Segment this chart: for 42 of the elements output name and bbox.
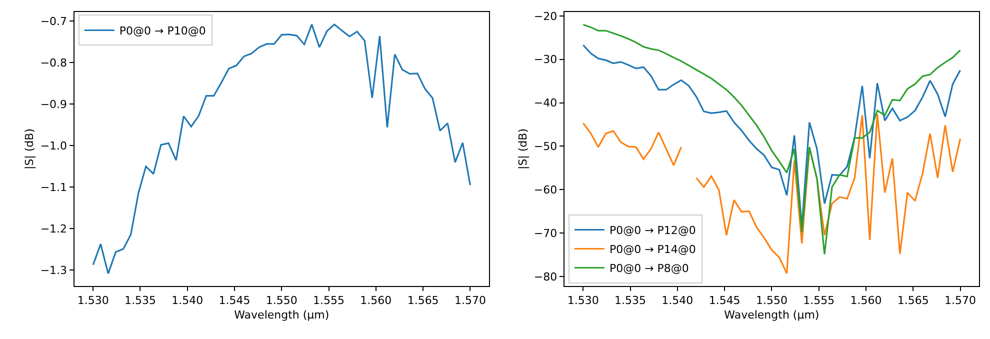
- x-tick-label: 1.555: [803, 294, 835, 308]
- y-tick-label: −0.9: [40, 98, 68, 112]
- x-tick-label: 1.540: [662, 294, 694, 308]
- y-tick-label: −1.1: [40, 181, 68, 194]
- x-tick-label: 1.535: [124, 294, 156, 308]
- y-tick-label: −50: [534, 140, 558, 154]
- y-tick-label: −40: [534, 96, 558, 110]
- x-tick-label: 1.570: [944, 294, 976, 308]
- y-tick-label: −20: [534, 10, 558, 23]
- x-tick-label: 1.545: [708, 294, 740, 308]
- y-tick-label: −0.8: [40, 56, 68, 70]
- x-tick-label: 1.530: [567, 294, 599, 308]
- x-tick-label: 1.535: [614, 294, 646, 308]
- x-tick-label: 1.550: [266, 294, 298, 308]
- y-tick-label: −0.7: [40, 14, 68, 28]
- y-tick-label: −80: [534, 270, 558, 284]
- y-tick-label: −1.0: [40, 140, 68, 153]
- x-tick-label: 1.560: [850, 294, 882, 308]
- x-tick-label: 1.565: [897, 294, 929, 308]
- y-axis-title: |S| (dB): [22, 128, 36, 170]
- x-axis-title: Wavelength (µm): [234, 308, 330, 322]
- line-series: [582, 24, 962, 256]
- x-tick-label: 1.530: [77, 294, 109, 308]
- line-series: [92, 24, 471, 274]
- x-tick-label: 1.545: [218, 294, 250, 308]
- y-tick-label: −1.3: [40, 264, 68, 278]
- y-tick-label: −30: [534, 53, 558, 66]
- x-tick-label: 1.550: [756, 294, 788, 308]
- x-tick-label: 1.560: [360, 294, 392, 308]
- legend-label: P0@0 → P12@0: [609, 224, 696, 238]
- x-axis-title: Wavelength (µm): [724, 308, 820, 322]
- y-tick-label: −70: [534, 226, 558, 240]
- legend-label: P0@0 → P10@0: [119, 24, 206, 38]
- legend-label: P0@0 → P14@0: [609, 243, 696, 256]
- x-tick-label: 1.555: [313, 294, 345, 308]
- y-axis-title: |S| (dB): [516, 128, 530, 170]
- x-tick-label: 1.565: [407, 294, 439, 308]
- legend-label: P0@0 → P8@0: [609, 262, 689, 276]
- y-tick-label: −1.2: [40, 222, 68, 236]
- x-tick-label: 1.540: [172, 294, 204, 308]
- x-tick-label: 1.570: [454, 294, 486, 308]
- y-tick-label: −60: [534, 183, 558, 196]
